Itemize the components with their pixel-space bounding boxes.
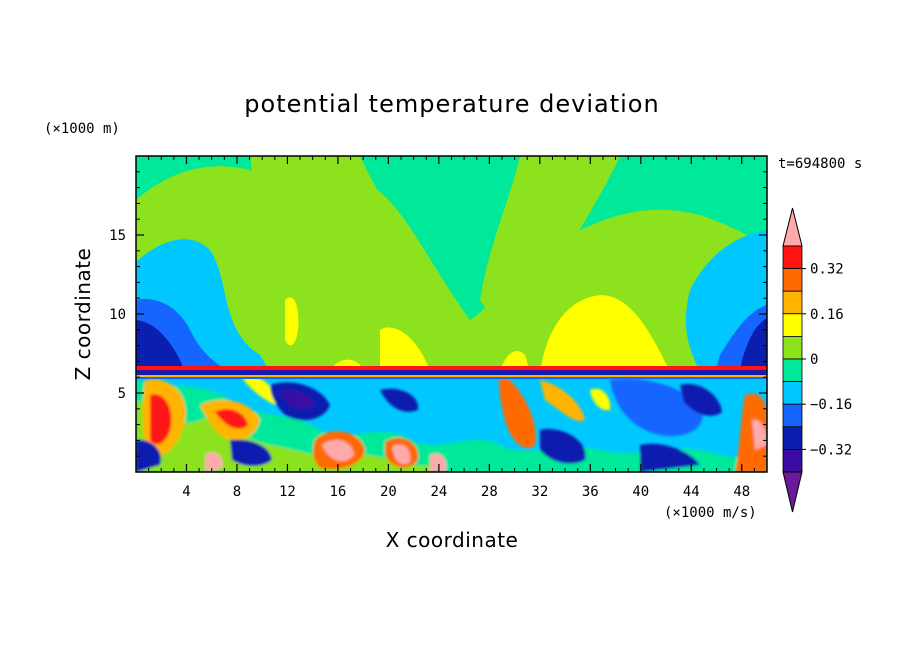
y-units-label: (×1000 m) bbox=[44, 121, 120, 137]
colorbar-swatch bbox=[782, 403, 803, 428]
x-tick-label: 20 bbox=[380, 484, 397, 500]
x-tick-label: 12 bbox=[279, 484, 296, 500]
colorbar-tick-label: 0.32 bbox=[810, 262, 844, 278]
x-tick-label: 48 bbox=[733, 484, 750, 500]
x-tick-label: 32 bbox=[531, 484, 548, 500]
colorbar-swatch bbox=[782, 313, 803, 337]
x-tick-label: 24 bbox=[430, 484, 447, 500]
y-tick-label: 5 bbox=[118, 386, 126, 402]
x-units-label: (×1000 m/s) bbox=[664, 505, 757, 521]
x-tick-label: 40 bbox=[632, 484, 649, 500]
time-label: t=694800 s bbox=[778, 156, 862, 172]
colorbar: 0.32 0.16 0 −0.16 −0.32 bbox=[782, 207, 852, 513]
colorbar-swatch bbox=[782, 381, 803, 405]
colorbar-extend-min bbox=[782, 471, 803, 513]
x-tick-label: 28 bbox=[481, 484, 498, 500]
x-tick-label: 4 bbox=[182, 484, 190, 500]
chart-title: potential temperature deviation bbox=[244, 90, 659, 118]
colorbar-swatch bbox=[782, 335, 803, 360]
colorbar-swatch bbox=[782, 358, 803, 383]
colorbar-swatch bbox=[782, 245, 803, 270]
y-axis-ticks: 5 10 15 bbox=[109, 171, 767, 457]
colorbar-swatch bbox=[782, 448, 803, 473]
colorbar-swatch bbox=[782, 426, 803, 450]
colorbar-tick-label: 0.16 bbox=[810, 307, 844, 323]
x-tick-label: 8 bbox=[233, 484, 241, 500]
colorbar-tick-label: −0.32 bbox=[810, 442, 852, 458]
x-axis-ticks: 4 8 12 16 20 24 28 32 36 40 44 48 bbox=[148, 156, 755, 500]
colorbar-tick-label: −0.16 bbox=[810, 397, 852, 413]
colorbar-tick-label: 0 bbox=[810, 352, 818, 368]
colorbar-swatch bbox=[782, 268, 803, 292]
x-tick-label: 36 bbox=[582, 484, 599, 500]
contour-field bbox=[136, 156, 767, 472]
y-axis-label: Z coordinate bbox=[71, 248, 95, 381]
x-tick-label: 44 bbox=[683, 484, 700, 500]
x-axis-label: X coordinate bbox=[386, 528, 519, 552]
colorbar-swatch bbox=[782, 290, 803, 315]
colorbar-extend-max bbox=[782, 207, 803, 247]
x-tick-label: 16 bbox=[329, 484, 346, 500]
y-tick-label: 15 bbox=[109, 228, 126, 244]
y-tick-label: 10 bbox=[109, 307, 126, 323]
